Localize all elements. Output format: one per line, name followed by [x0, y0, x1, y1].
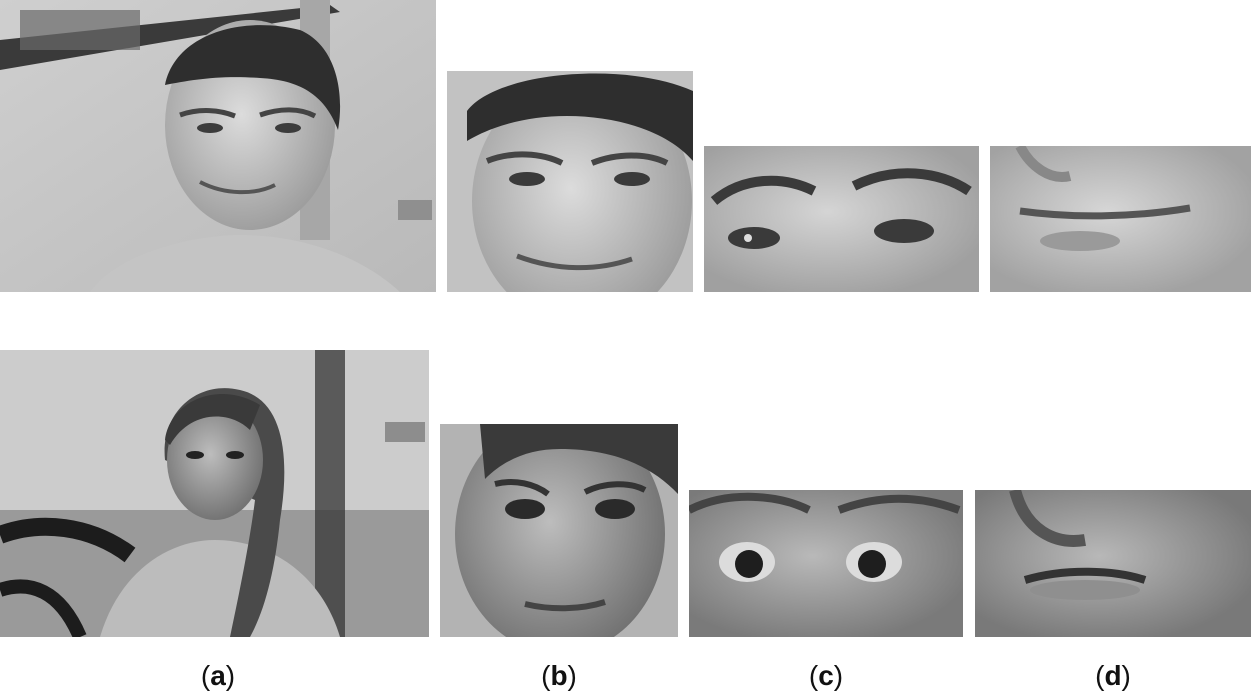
caption-a: (a): [200, 660, 236, 691]
row1-full-frame-photo: [0, 0, 436, 292]
row1-eyes-crop: [704, 146, 979, 292]
caption-c: (c): [808, 660, 844, 691]
caption-b: (b): [541, 660, 577, 691]
male-mouth-crop: [990, 146, 1251, 292]
male-eyes-crop: [704, 146, 979, 292]
female-eyes-crop: [689, 490, 963, 637]
male-subject-scene: [0, 0, 436, 292]
male-face-crop: [447, 71, 693, 292]
female-subject-scene: [0, 350, 429, 637]
female-mouth-crop: [975, 490, 1251, 637]
row2-full-frame-photo: [0, 350, 429, 637]
row2-eyes-crop: [689, 490, 963, 637]
row1-mouth-crop: [990, 146, 1251, 292]
row1-face-crop: [447, 71, 693, 292]
caption-d: (d): [1095, 660, 1131, 691]
female-face-crop: [440, 424, 678, 637]
row2-mouth-crop: [975, 490, 1251, 637]
row2-face-crop: [440, 424, 678, 637]
